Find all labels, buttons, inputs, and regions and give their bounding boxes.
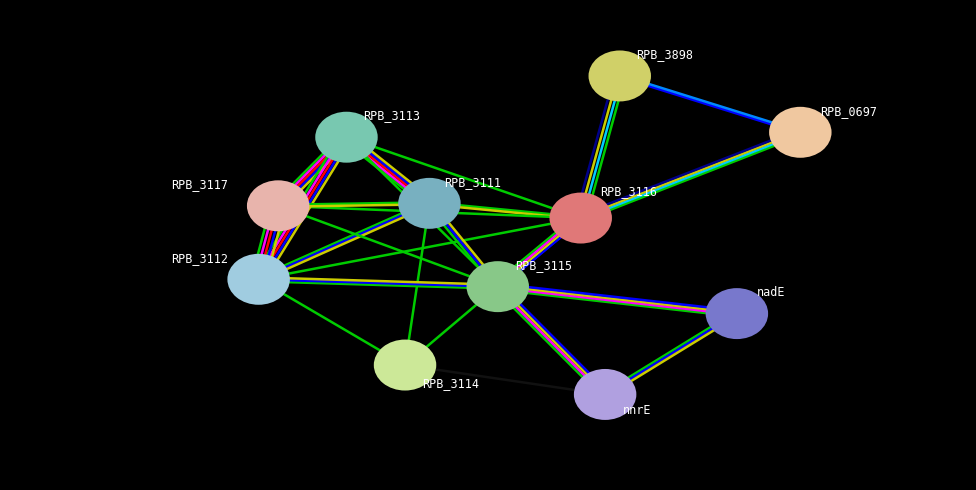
Ellipse shape: [574, 369, 636, 420]
Ellipse shape: [374, 340, 436, 391]
Ellipse shape: [247, 180, 309, 231]
Ellipse shape: [315, 112, 378, 163]
Text: RPB_3115: RPB_3115: [515, 259, 572, 272]
Ellipse shape: [706, 288, 768, 339]
Text: RPB_3117: RPB_3117: [171, 178, 227, 191]
Text: RPB_3114: RPB_3114: [422, 376, 478, 390]
Text: RPB_3898: RPB_3898: [636, 48, 693, 61]
Text: RPB_3113: RPB_3113: [363, 109, 420, 122]
Ellipse shape: [589, 50, 651, 101]
Text: RPB_3116: RPB_3116: [600, 185, 657, 198]
Text: RPB_3112: RPB_3112: [171, 251, 227, 265]
Text: nadE: nadE: [756, 286, 785, 299]
Ellipse shape: [769, 107, 832, 158]
Text: RPB_3111: RPB_3111: [444, 175, 501, 189]
Ellipse shape: [467, 261, 529, 312]
Ellipse shape: [398, 178, 461, 229]
Text: nnrE: nnrE: [623, 404, 651, 417]
Ellipse shape: [549, 193, 612, 244]
Ellipse shape: [227, 254, 290, 305]
Text: RPB_0697: RPB_0697: [820, 104, 876, 118]
